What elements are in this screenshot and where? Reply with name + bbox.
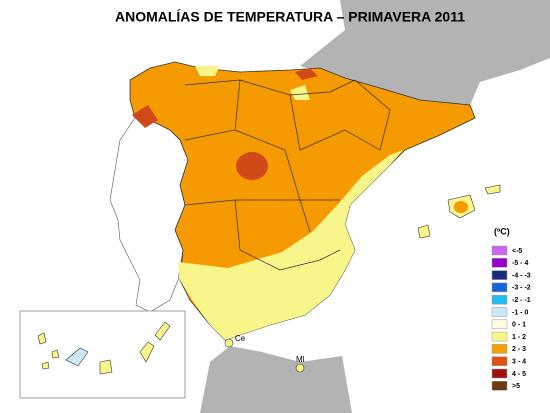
canary-islands <box>37 321 171 375</box>
warm-zone <box>290 85 310 100</box>
melilla <box>295 363 305 373</box>
legend-label: -1 - 0 <box>512 309 528 316</box>
island <box>484 184 501 195</box>
legend-unit: (ºC) <box>494 226 510 236</box>
legend-label: -2 - -1 <box>512 297 531 304</box>
island <box>454 201 468 213</box>
legend-swatch <box>491 282 508 293</box>
legend: <-5 -5 - 4 -4 - -3 -3 - -2 -2 - -1 -1 - 0 0 - … <box>491 245 531 391</box>
inset <box>19 310 186 399</box>
legend-swatch <box>491 245 508 256</box>
legend-label: 4 - 5 <box>512 371 526 378</box>
warm-zone <box>195 66 220 76</box>
place-label: Ml <box>296 355 305 364</box>
legend-swatch <box>491 331 508 342</box>
warm-zone <box>178 150 403 340</box>
legend-label: 3 - 4 <box>512 359 526 366</box>
hot-zone <box>236 152 268 180</box>
legend-label: >5 <box>512 383 520 390</box>
legend-label: 2 - 3 <box>512 346 526 353</box>
region-border <box>184 79 391 271</box>
place-label: Ce <box>235 334 246 343</box>
legend-swatch <box>491 344 508 354</box>
legend-label: -4 - -3 <box>512 272 531 279</box>
island <box>417 224 431 239</box>
france <box>300 0 550 105</box>
legend-label: 1 - 2 <box>512 334 526 341</box>
africa <box>200 346 352 413</box>
legend-swatch <box>491 294 508 305</box>
legend-swatch <box>491 356 508 366</box>
legend-swatch <box>491 258 508 268</box>
legend-swatch <box>491 319 508 330</box>
legend-label: 0 - 1 <box>512 322 526 329</box>
hot-zone <box>132 105 158 128</box>
legend-swatch <box>491 381 508 391</box>
hot-zone <box>295 68 318 80</box>
legend-swatch <box>491 368 508 379</box>
legend-label: -5 - 4 <box>512 260 528 267</box>
legend-swatch <box>491 270 508 280</box>
ceuta <box>224 338 234 348</box>
legend-label: <-5 <box>512 248 522 255</box>
legend-label: -3 - -2 <box>512 285 531 292</box>
title: ANOMALÍAS DE TEMPERATURA – PRIMAVERA 201… <box>115 9 465 25</box>
legend-swatch <box>491 307 508 317</box>
